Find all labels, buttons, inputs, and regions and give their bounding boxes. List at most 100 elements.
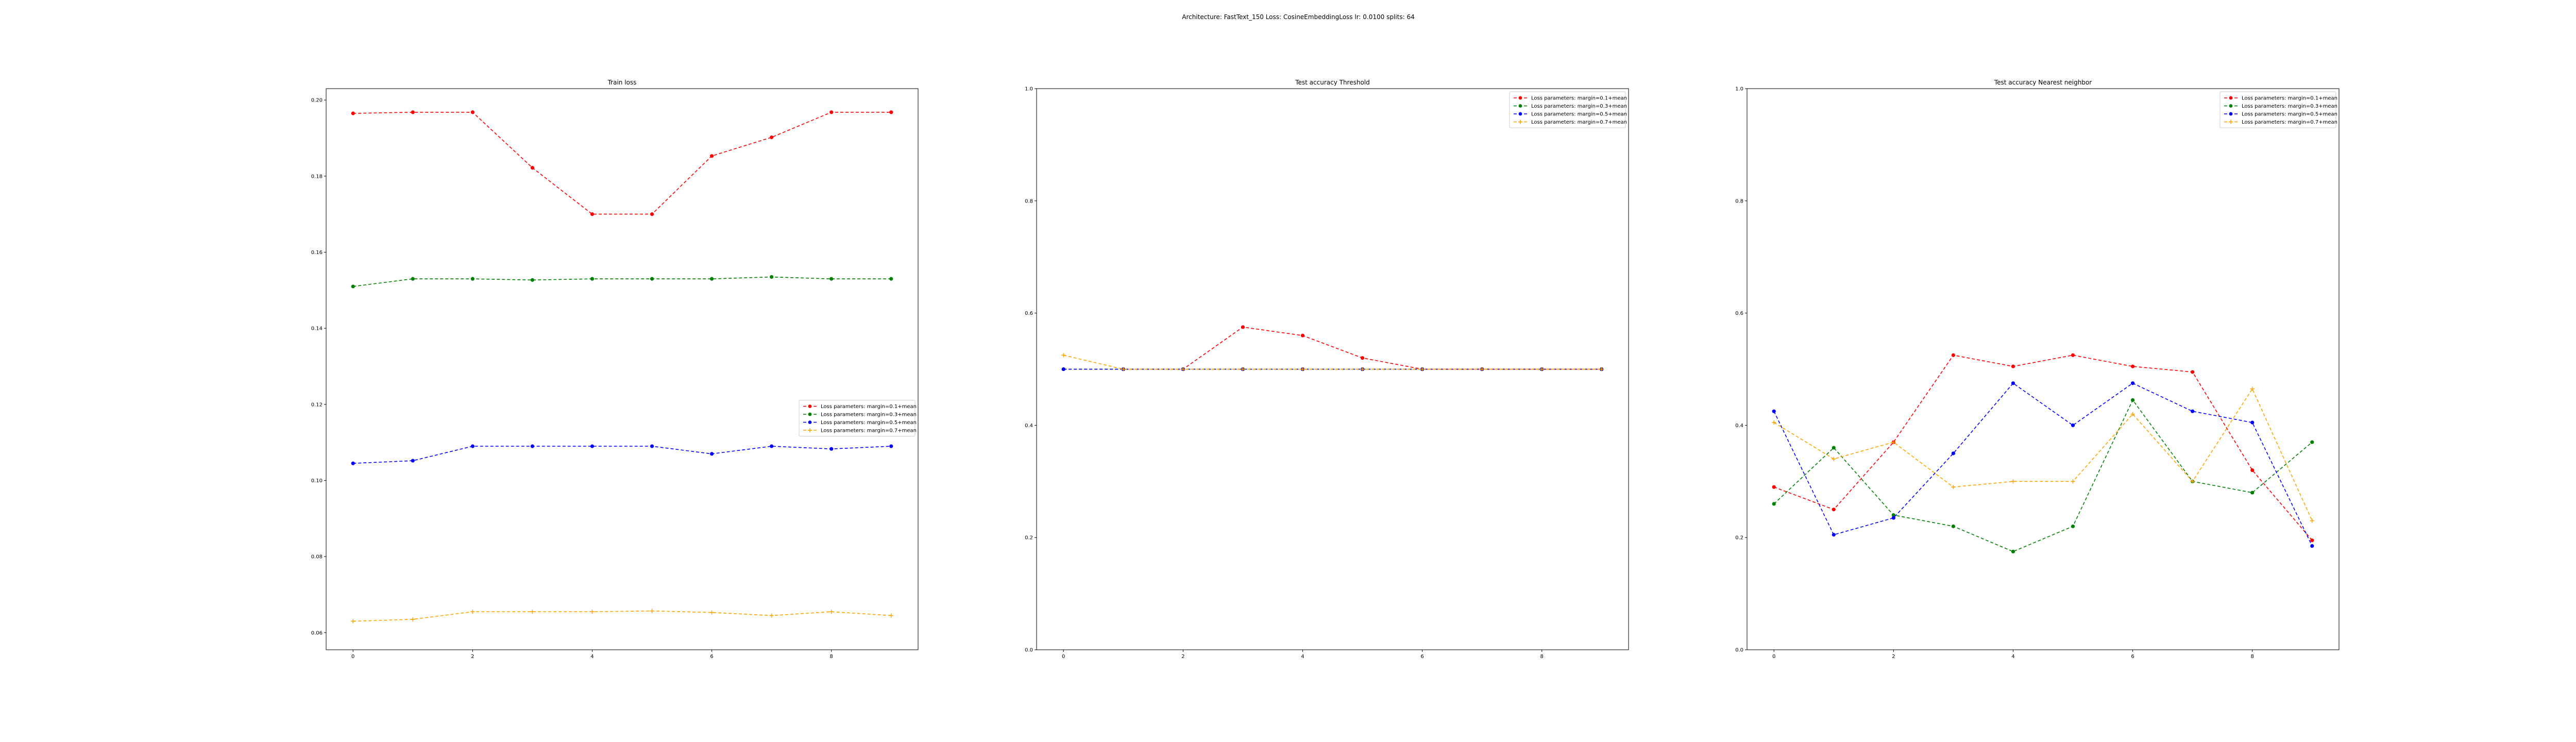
data-point [2011, 479, 2015, 484]
data-point [829, 277, 834, 281]
legend-label: Loss parameters: margin=0.7+mean [2242, 120, 2337, 125]
legend-entry: Loss parameters: margin=0.7+mean [2224, 120, 2337, 125]
legend-marker [1518, 112, 1522, 116]
legend-entry: Loss parameters: margin=0.5+mean [2224, 112, 2337, 117]
legend-marker [1518, 104, 1522, 108]
data-point [2011, 364, 2015, 368]
data-point [2011, 549, 2015, 554]
y-tick-label: 0.6 [1735, 311, 1743, 316]
y-tick-label: 0.20 [311, 98, 323, 104]
y-tick-label: 0.06 [311, 630, 323, 636]
legend-entry: Loss parameters: margin=0.3+mean [1514, 104, 1627, 109]
legend-entry: Loss parameters: margin=0.1+mean [2224, 96, 2337, 102]
legend-marker [2229, 96, 2233, 100]
data-point [2310, 538, 2314, 543]
data-point [470, 277, 474, 281]
data-point [470, 610, 475, 614]
chart-panel-3: Test accuracy Nearest neighbor 0 2 4 6 8 0.0 0.… [1735, 79, 2340, 660]
data-point [709, 154, 714, 158]
legend-entry: Loss parameters: margin=0.7+mean [803, 428, 917, 434]
y-tick-label: 0.6 [1025, 311, 1033, 316]
legend-label: Loss parameters: margin=0.1+mean [821, 404, 917, 410]
data-point [351, 284, 355, 289]
y-tick-label: 0.16 [311, 250, 323, 256]
y-tick-label: 0.10 [311, 478, 323, 484]
data-point [1360, 356, 1365, 360]
legend: Loss parameters: margin=0.1+mean Loss par… [799, 400, 917, 436]
data-point [1420, 367, 1425, 372]
data-point [2071, 423, 2075, 428]
legend: Loss parameters: margin=0.1+mean Loss par… [2219, 91, 2337, 128]
x-tick-label: 4 [2011, 654, 2014, 660]
data-point [351, 461, 355, 465]
legend-marker [808, 420, 812, 424]
data-point [470, 110, 474, 114]
series-1 [351, 110, 893, 216]
data-point [1772, 485, 1776, 489]
data-point [411, 459, 415, 463]
legend-label: Loss parameters: margin=0.3+mean [821, 412, 917, 418]
data-point [2250, 468, 2255, 473]
data-point [1832, 446, 1836, 450]
x-tick-label: 4 [590, 654, 594, 660]
data-point [2250, 420, 2255, 425]
x-tick-label: 8 [1540, 654, 1544, 660]
legend-entry: Loss parameters: margin=0.5+mean [1514, 112, 1627, 117]
data-point [590, 212, 595, 216]
legend-entry: Loss parameters: margin=0.1+mean [803, 404, 917, 410]
x-tick-label: 2 [1181, 654, 1184, 660]
plot-area [326, 88, 919, 650]
data-point [1951, 451, 1956, 456]
chart-title: Test accuracy Nearest neighbor [1994, 79, 2092, 86]
data-point [1891, 516, 1895, 520]
data-point [2310, 440, 2314, 444]
series-line [353, 112, 891, 215]
x-tick-label: 0 [351, 654, 354, 660]
data-point [530, 165, 535, 170]
data-point [351, 619, 355, 623]
x-tick-label: 4 [1301, 654, 1304, 660]
data-point [1360, 367, 1365, 372]
data-point [1241, 367, 1245, 372]
data-point [590, 444, 595, 448]
data-point [2130, 381, 2135, 385]
data-point [590, 610, 595, 614]
series-line [1773, 355, 2313, 541]
data-point [590, 277, 595, 281]
data-point [351, 111, 355, 115]
data-point [530, 444, 535, 448]
data-point [650, 277, 654, 281]
legend-label: Loss parameters: margin=0.5+mean [2242, 112, 2337, 117]
legend-box [2219, 91, 2336, 128]
x-tick-label: 6 [710, 654, 713, 660]
legend-box [799, 400, 916, 436]
y-tick-label: 0.12 [311, 402, 323, 408]
data-point [1241, 325, 1245, 329]
y-tick-label: 0.8 [1735, 198, 1743, 204]
legend-label: Loss parameters: margin=0.7+mean [1531, 120, 1627, 125]
y-tick-label: 0.0 [1025, 648, 1033, 653]
series-line [353, 446, 891, 464]
series-line [1773, 387, 2313, 521]
data-point [2071, 524, 2075, 529]
data-point [1832, 457, 1836, 461]
data-point [709, 452, 714, 456]
x-tick-label: 0 [1062, 654, 1065, 660]
data-point [530, 278, 535, 282]
data-point [650, 609, 654, 613]
data-point [1951, 524, 1956, 529]
x-tick-label: 0 [1772, 654, 1775, 660]
data-point [2130, 398, 2135, 402]
legend-label: Loss parameters: margin=0.1+mean [1531, 96, 1627, 102]
data-point [1832, 533, 1836, 537]
y-tick-label: 0.2 [1025, 535, 1033, 541]
data-point [769, 613, 774, 618]
x-tick-label: 8 [2251, 654, 2254, 660]
y-tick-label: 0.4 [1025, 423, 1033, 429]
legend-entry: Loss parameters: margin=0.5+mean [803, 420, 917, 426]
data-point [411, 110, 415, 114]
data-point [770, 275, 774, 279]
y-tick-label: 0.08 [311, 554, 323, 560]
legend-marker [2229, 112, 2233, 116]
legend-marker [2229, 104, 2233, 108]
